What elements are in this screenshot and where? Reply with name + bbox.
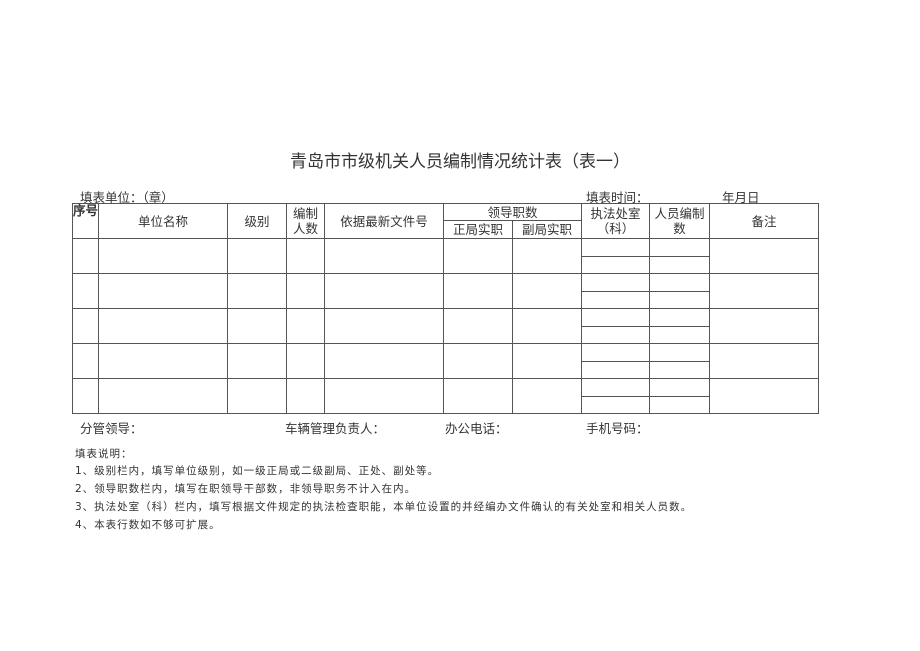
cell-enforcement[interactable] xyxy=(581,378,651,397)
cell-unit-name[interactable] xyxy=(98,238,228,274)
cell-chief[interactable] xyxy=(443,378,513,414)
header-leaders: 领导职数 xyxy=(442,203,583,221)
table-row xyxy=(72,378,820,414)
note-item: 1、级别栏内，填写单位级别，如一级正局或二级副局、正处、副处等。 xyxy=(75,465,440,477)
cell-unit-name[interactable] xyxy=(98,343,228,379)
cell-remarks[interactable] xyxy=(709,378,820,414)
table-subrow xyxy=(73,255,819,274)
cell-document[interactable] xyxy=(324,378,444,414)
cell-enforcement[interactable] xyxy=(581,343,651,362)
header-personnel: 人员编制数 xyxy=(649,203,711,239)
cell-staffing[interactable] xyxy=(286,378,325,414)
table-row xyxy=(72,308,820,344)
cell-level[interactable] xyxy=(227,308,287,344)
fill-unit-label: 填表单位：（章） xyxy=(80,190,174,205)
cell-enforcement[interactable] xyxy=(581,290,651,309)
cell-level[interactable] xyxy=(227,343,287,379)
cell-personnel[interactable] xyxy=(649,343,711,362)
cell-unit-name[interactable] xyxy=(98,378,228,414)
cell-personnel[interactable] xyxy=(649,308,711,327)
date-label: 年月日 xyxy=(722,190,760,205)
cell-deputy[interactable] xyxy=(511,343,583,379)
cell-chief[interactable] xyxy=(443,308,513,344)
cell-enforcement[interactable] xyxy=(581,238,651,257)
header-staffing: 编制人数 xyxy=(286,203,325,239)
cell-personnel[interactable] xyxy=(649,273,711,292)
cell-staffing[interactable] xyxy=(286,273,325,309)
cell-enforcement[interactable] xyxy=(581,360,651,379)
cell-enforcement[interactable] xyxy=(581,395,651,414)
cell-staffing[interactable] xyxy=(286,238,325,274)
cell-chief[interactable] xyxy=(443,273,513,309)
cell-enforcement[interactable] xyxy=(581,308,651,327)
footer-mobile: 手机号码： xyxy=(586,421,649,436)
table-subrow xyxy=(73,360,819,379)
table-subrow xyxy=(73,395,819,414)
header-document: 依据最新文件号 xyxy=(324,203,444,239)
cell-document[interactable] xyxy=(324,238,444,274)
cell-level[interactable] xyxy=(227,273,287,309)
cell-staffing[interactable] xyxy=(286,308,325,344)
footer-vehicle: 车辆管理负责人： xyxy=(285,421,386,436)
header-deputy: 副局实职 xyxy=(511,220,583,239)
cell-personnel[interactable] xyxy=(649,290,711,309)
header-enforcement: 执法处室（科） xyxy=(581,203,651,239)
cell-personnel[interactable] xyxy=(649,238,711,257)
header-remarks: 备注 xyxy=(709,203,820,239)
cell-chief[interactable] xyxy=(443,238,513,274)
cell-seq[interactable] xyxy=(72,378,99,414)
cell-unit-name[interactable] xyxy=(98,273,228,309)
cell-deputy[interactable] xyxy=(511,378,583,414)
cell-unit-name[interactable] xyxy=(98,308,228,344)
cell-enforcement[interactable] xyxy=(581,255,651,274)
table-row xyxy=(72,238,820,274)
note-item: 2、领导职数栏内，填写在职领导干部数，非领导职务不计入在内。 xyxy=(75,483,417,495)
footer-leader: 分管领导： xyxy=(80,421,143,436)
cell-staffing[interactable] xyxy=(286,343,325,379)
cell-remarks[interactable] xyxy=(709,238,820,274)
table-subrow xyxy=(73,325,819,344)
footer-phone: 办公电话： xyxy=(445,421,508,436)
cell-document[interactable] xyxy=(324,308,444,344)
table-row xyxy=(72,273,820,309)
header-level: 级别 xyxy=(227,203,287,239)
cell-deputy[interactable] xyxy=(511,308,583,344)
cell-remarks[interactable] xyxy=(709,308,820,344)
table-row xyxy=(72,343,820,379)
cell-personnel[interactable] xyxy=(649,378,711,397)
cell-deputy[interactable] xyxy=(511,273,583,309)
cell-seq[interactable] xyxy=(72,238,99,274)
cell-seq[interactable] xyxy=(72,273,99,309)
cell-personnel[interactable] xyxy=(649,360,711,379)
statistics-table: 序号 单位名称 级别 编制人数 依据最新文件号 领导职数 执法处室（科） 人员编… xyxy=(72,203,820,414)
cell-personnel[interactable] xyxy=(649,255,711,274)
note-item: 4、本表行数如不够可扩展。 xyxy=(75,519,221,531)
cell-level[interactable] xyxy=(227,378,287,414)
note-item: 3、执法处室（科）栏内，填写根据文件规定的执法检查职能，本单位设置的并经编办文件… xyxy=(75,501,693,513)
header-seq: 序号 xyxy=(72,203,99,239)
cell-personnel[interactable] xyxy=(649,395,711,414)
cell-remarks[interactable] xyxy=(709,343,820,379)
fill-time-label: 填表时间： xyxy=(586,190,649,205)
cell-document[interactable] xyxy=(324,273,444,309)
cell-personnel[interactable] xyxy=(649,325,711,344)
cell-chief[interactable] xyxy=(443,343,513,379)
cell-enforcement[interactable] xyxy=(581,325,651,344)
cell-seq[interactable] xyxy=(72,343,99,379)
table-subrow xyxy=(73,290,819,309)
cell-deputy[interactable] xyxy=(511,238,583,274)
cell-document[interactable] xyxy=(324,343,444,379)
header-unit-name: 单位名称 xyxy=(98,203,228,239)
cell-seq[interactable] xyxy=(72,308,99,344)
notes-heading: 填表说明： xyxy=(75,448,133,460)
cell-remarks[interactable] xyxy=(709,273,820,309)
cell-enforcement[interactable] xyxy=(581,273,651,292)
page-title: 青岛市市级机关人员编制情况统计表（表一） xyxy=(290,152,630,172)
cell-level[interactable] xyxy=(227,238,287,274)
header-chief: 正局实职 xyxy=(443,220,513,239)
